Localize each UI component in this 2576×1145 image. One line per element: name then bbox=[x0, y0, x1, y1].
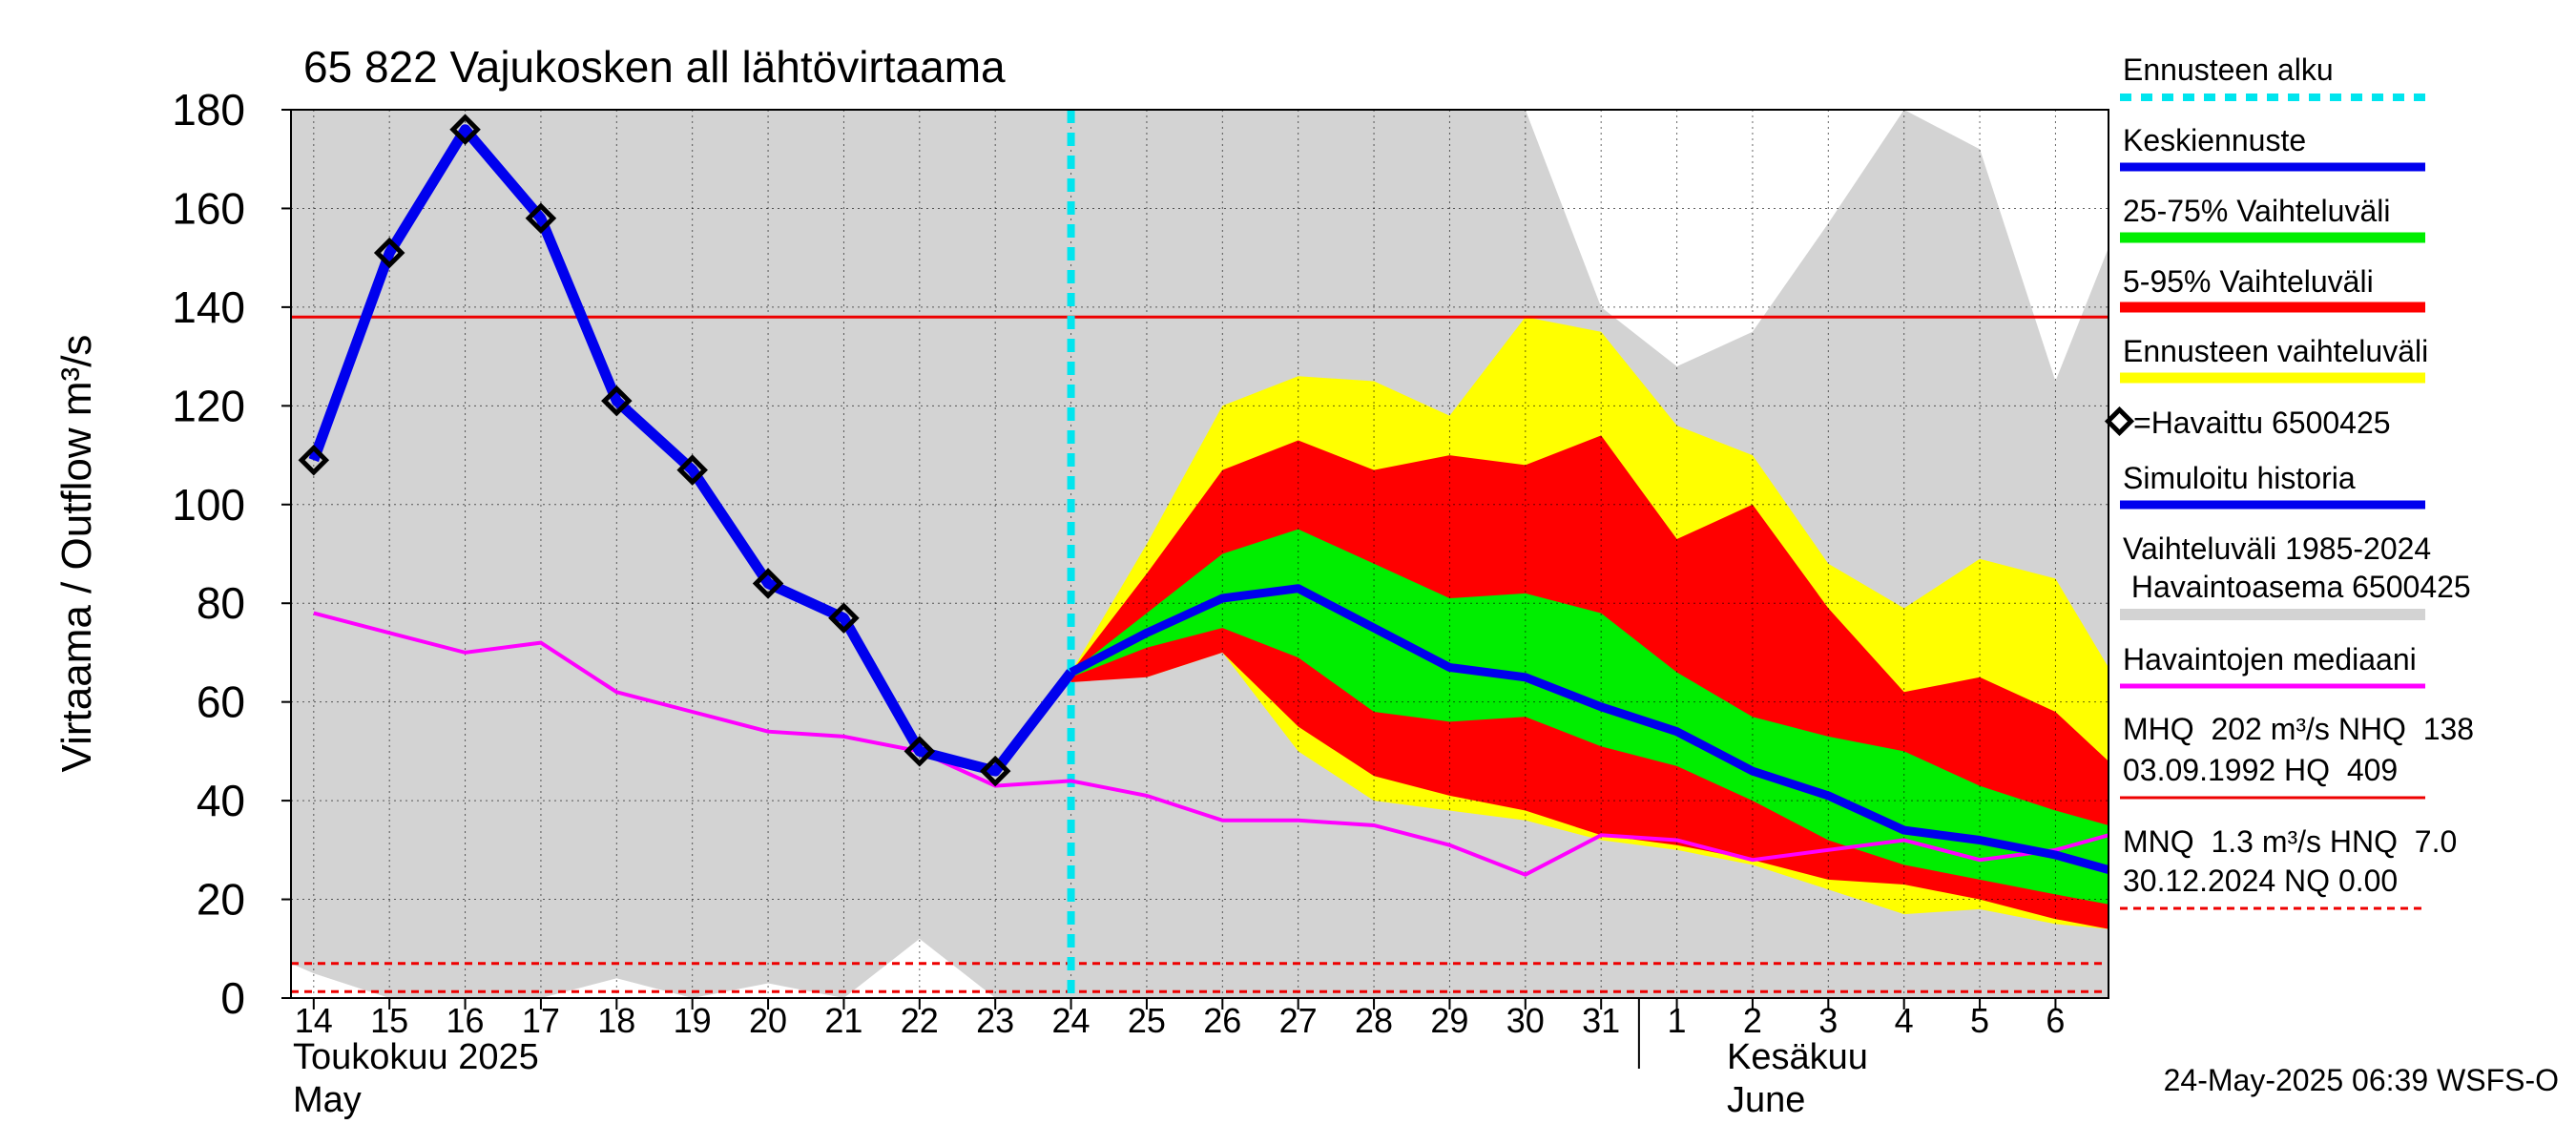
observed-point bbox=[979, 755, 1011, 787]
observed-point bbox=[449, 114, 481, 145]
x-tick-label: 16 bbox=[447, 1001, 485, 1040]
y-tick-label: 160 bbox=[172, 183, 245, 233]
observed-point bbox=[601, 385, 633, 417]
y-tick-label: 60 bbox=[197, 677, 245, 727]
y-axis: 0 20 40 60 80 100 120 140 160 180 bbox=[172, 85, 291, 1023]
legend-label-keskiennuste: Keskiennuste bbox=[2123, 123, 2306, 157]
chart-title: 65 822 Vajukosken all lähtövirtaama bbox=[303, 42, 1006, 92]
legend-label-25-75: 25-75% Vaihteluväli bbox=[2123, 194, 2390, 228]
observed-point bbox=[752, 568, 784, 599]
legend-label-ennusteen-vaihteluvali: Ennusteen vaihteluväli bbox=[2123, 334, 2428, 368]
legend-label-vaihteluvali-2: Havaintoasema 6500425 bbox=[2123, 570, 2471, 604]
month-label-may-en: May bbox=[293, 1080, 362, 1120]
x-axis: 14 15 16 17 18 19 20 21 22 23 24 25 26 27 28 29 30 31 1 2 3 4… bbox=[295, 998, 2065, 1069]
x-tick-label: 27 bbox=[1279, 1001, 1318, 1040]
observed-point bbox=[676, 454, 708, 486]
x-tick-label: 28 bbox=[1355, 1001, 1393, 1040]
y-tick-label: 0 bbox=[220, 973, 245, 1023]
month-label-june-en: June bbox=[1727, 1080, 1805, 1120]
series-mean-forecast bbox=[1069, 584, 2109, 874]
month-label-june-fi: Kesäkuu bbox=[1727, 1037, 1868, 1077]
x-tick-label: 18 bbox=[597, 1001, 635, 1040]
footer-timestamp: 24-May-2025 06:39 WSFS-O bbox=[2164, 1063, 2559, 1097]
x-tick-label: 21 bbox=[824, 1001, 862, 1040]
x-tick-label: 4 bbox=[1895, 1001, 1914, 1040]
x-tick-label: 26 bbox=[1203, 1001, 1241, 1040]
x-tick-label: 22 bbox=[901, 1001, 939, 1040]
x-tick-label: 6 bbox=[2046, 1001, 2065, 1040]
x-tick-label: 17 bbox=[522, 1001, 560, 1040]
band-25-75 bbox=[1070, 529, 2109, 905]
x-tick-label: 29 bbox=[1430, 1001, 1468, 1040]
x-tick-label: 31 bbox=[1582, 1001, 1620, 1040]
observed-point bbox=[828, 602, 860, 635]
legend-label-mnq-1: MNQ 1.3 m³/s HNQ 7.0 bbox=[2123, 824, 2457, 859]
x-tick-label: 14 bbox=[295, 1001, 333, 1040]
legend-label-simuloitu: Simuloitu historia bbox=[2123, 461, 2356, 495]
y-tick-label: 100 bbox=[172, 480, 245, 530]
x-tick-label: 3 bbox=[1818, 1001, 1838, 1040]
legend-label-mhq-1: MHQ 202 m³/s NHQ 138 bbox=[2123, 712, 2474, 746]
y-tick-label: 180 bbox=[172, 85, 245, 135]
x-tick-label: 24 bbox=[1052, 1001, 1091, 1040]
legend-label-mnq-2: 30.12.2024 NQ 0.00 bbox=[2123, 864, 2398, 898]
legend-label-ennusteen-alku: Ennusteen alku bbox=[2123, 52, 2334, 87]
legend-label-mhq-2: 03.09.1992 HQ 409 bbox=[2123, 753, 2398, 787]
plot-area bbox=[290, 109, 2109, 999]
observed-point bbox=[525, 202, 557, 235]
x-tick-label: 20 bbox=[749, 1001, 787, 1040]
x-tick-label: 1 bbox=[1668, 1001, 1687, 1040]
x-tick-label: 30 bbox=[1506, 1001, 1545, 1040]
plot-clip-group bbox=[291, 110, 2109, 998]
y-tick-label: 40 bbox=[197, 776, 245, 825]
series-simulated-history bbox=[308, 124, 1075, 777]
y-tick-label: 120 bbox=[172, 381, 245, 430]
x-tick-label: 23 bbox=[976, 1001, 1014, 1040]
x-tick-label: 2 bbox=[1743, 1001, 1762, 1040]
x-tick-label: 15 bbox=[370, 1001, 408, 1040]
y-tick-label: 80 bbox=[197, 578, 245, 628]
month-label-may-fi: Toukokuu 2025 bbox=[293, 1037, 539, 1077]
legend: Ennusteen alku Keskiennuste 25-75% Vaiht… bbox=[2104, 52, 2474, 910]
y-tick-label: 20 bbox=[197, 875, 245, 925]
legend-label-5-95: 5-95% Vaihteluväli bbox=[2123, 264, 2374, 299]
legend-label-havaittu: =Havaittu 6500425 bbox=[2133, 406, 2391, 440]
x-tick-label: 19 bbox=[674, 1001, 712, 1040]
observed-point bbox=[904, 736, 936, 767]
x-tick-label: 5 bbox=[1970, 1001, 1989, 1040]
observed-point bbox=[298, 444, 330, 476]
legend-label-vaihteluvali-1: Vaihteluväli 1985-2024 bbox=[2123, 531, 2431, 566]
x-tick-label: 25 bbox=[1128, 1001, 1166, 1040]
plot-frame bbox=[290, 109, 2109, 999]
series-median bbox=[313, 611, 2109, 877]
y-axis-label: Virtaama / Outflow m³/s bbox=[53, 335, 100, 773]
observed-point bbox=[373, 237, 405, 269]
y-tick-label: 140 bbox=[172, 282, 245, 332]
legend-marker-havaittu bbox=[2104, 406, 2135, 437]
legend-label-mediaani: Havaintojen mediaani bbox=[2123, 642, 2417, 677]
